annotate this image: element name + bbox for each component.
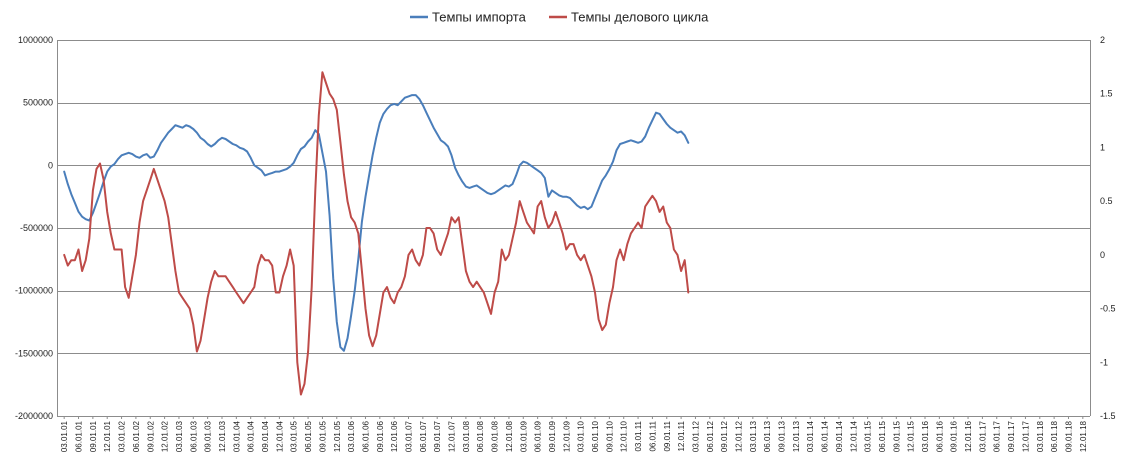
x-tick-label: 12.01.06 (390, 420, 399, 452)
x-tick-label: 06.01.06 (361, 420, 370, 452)
x-tick-label: 03.01.05 (290, 420, 299, 452)
x-tick-label: 03.01.08 (462, 420, 471, 452)
y-left-tick-label: 500000 (23, 98, 53, 108)
x-tick-label: 12.01.12 (734, 420, 743, 452)
axes: -2000000-1500000-1000000-500000050000010… (15, 35, 1116, 452)
series-line-1 (63, 94, 690, 352)
x-tick-label: 12.01.10 (620, 420, 629, 452)
x-tick-label: 12.01.16 (964, 420, 973, 452)
x-tick-label: 06.01.12 (706, 420, 715, 452)
series-lines (63, 71, 690, 396)
x-tick-label: 03.01.17 (978, 420, 987, 452)
x-tick-label: 12.01.07 (448, 420, 457, 452)
x-tick-label: 12.01.01 (103, 420, 112, 452)
x-tick-label: 12.01.13 (792, 420, 801, 452)
y-right-tick-label: 2 (1100, 35, 1105, 45)
x-tick-label: 06.01.01 (75, 420, 84, 452)
y-right-tick-label: 1 (1100, 142, 1105, 152)
grid-lines (57, 40, 1090, 417)
x-tick-label: 03.01.06 (347, 420, 356, 452)
x-tick-label: 09.01.14 (835, 420, 844, 452)
x-tick-label: 06.01.07 (419, 420, 428, 452)
x-tick-label: 12.01.03 (218, 420, 227, 452)
x-tick-label: 09.01.11 (663, 420, 672, 451)
x-tick-label: 09.01.04 (261, 420, 270, 452)
x-tick-label: 09.01.01 (89, 420, 98, 452)
x-tick-label: 03.01.01 (60, 420, 69, 452)
x-tick-label: 09.01.02 (146, 420, 155, 452)
x-tick-label: 12.01.09 (562, 420, 571, 452)
x-tick-label: 12.01.08 (505, 420, 514, 452)
y-left-tick-label: -1500000 (15, 348, 53, 358)
x-tick-label: 09.01.18 (1064, 420, 1073, 452)
y-right-tick-label: -0.5 (1100, 304, 1116, 314)
y-right-tick-label: 0.5 (1100, 196, 1113, 206)
x-tick-label: 09.01.05 (318, 420, 327, 452)
x-tick-label: 09.01.17 (1007, 420, 1016, 452)
y-left-tick-label: -1000000 (15, 286, 53, 296)
x-tick-label: 09.01.13 (778, 420, 787, 452)
x-tick-label: 03.01.18 (1036, 420, 1045, 452)
x-tick-label: 03.01.12 (691, 420, 700, 452)
series-line-2 (63, 71, 690, 396)
y-left-tick-label: 0 (48, 160, 53, 170)
x-tick-label: 12.01.14 (849, 420, 858, 452)
x-tick-label: 06.01.02 (132, 420, 141, 452)
x-tick-label: 09.01.08 (491, 420, 500, 452)
y-right-tick-label: 1.5 (1100, 89, 1113, 99)
x-tick-label: 03.01.02 (118, 420, 127, 452)
legend-label-2: Темпы делового цикла (571, 10, 709, 25)
y-left-tick-label: 1000000 (18, 35, 53, 45)
y-left-tick-label: -500000 (20, 223, 53, 233)
x-tick-label: 06.01.13 (763, 420, 772, 452)
y-right-tick-label: 0 (1100, 250, 1105, 260)
x-tick-label: 09.01.12 (720, 420, 729, 452)
x-tick-label: 09.01.03 (204, 420, 213, 452)
x-tick-label: 12.01.11 (677, 420, 686, 451)
x-tick-label: 06.01.11 (648, 420, 657, 451)
x-tick-label: 09.01.10 (605, 420, 614, 452)
x-tick-label: 12.01.05 (333, 420, 342, 452)
y-right-tick-label: -1.5 (1100, 411, 1116, 421)
x-tick-label: 06.01.10 (591, 420, 600, 452)
x-tick-label: 03.01.13 (749, 420, 758, 452)
x-tick-label: 06.01.18 (1050, 420, 1059, 452)
x-tick-label: 06.01.15 (878, 420, 887, 452)
x-tick-label: 06.01.14 (821, 420, 830, 452)
x-tick-label: 09.01.15 (892, 420, 901, 452)
x-tick-label: 06.01.05 (304, 420, 313, 452)
x-tick-label: 03.01.14 (806, 420, 815, 452)
x-tick-label: 12.01.04 (275, 420, 284, 452)
legend-label-1: Темпы импорта (432, 10, 527, 25)
x-tick-label: 03.01.07 (405, 420, 414, 452)
x-tick-label: 06.01.09 (534, 420, 543, 452)
x-tick-label: 06.01.16 (935, 420, 944, 452)
y-right-tick-label: -1 (1100, 357, 1108, 367)
x-tick-label: 03.01.11 (634, 420, 643, 451)
y-left-tick-label: -2000000 (15, 411, 53, 421)
x-tick-label: 06.01.08 (476, 420, 485, 452)
x-tick-label: 03.01.03 (175, 420, 184, 452)
x-tick-label: 06.01.04 (247, 420, 256, 452)
x-tick-label: 12.01.15 (907, 420, 916, 452)
legend: Темпы импорта Темпы делового цикла (410, 10, 709, 25)
x-tick-label: 03.01.16 (921, 420, 930, 452)
x-tick-label: 09.01.16 (950, 420, 959, 452)
x-tick-label: 12.01.02 (161, 420, 170, 452)
x-tick-label: 09.01.06 (376, 420, 385, 452)
x-tick-label: 03.01.04 (232, 420, 241, 452)
x-tick-label: 12.01.17 (1021, 420, 1030, 452)
x-tick-label: 03.01.15 (864, 420, 873, 452)
x-tick-label: 12.01.18 (1079, 420, 1088, 452)
x-tick-label: 06.01.03 (189, 420, 198, 452)
x-tick-label: 09.01.09 (548, 420, 557, 452)
x-tick-label: 03.01.10 (577, 420, 586, 452)
x-tick-label: 03.01.09 (519, 420, 528, 452)
x-tick-label: 06.01.17 (993, 420, 1002, 452)
x-tick-label: 09.01.07 (433, 420, 442, 452)
